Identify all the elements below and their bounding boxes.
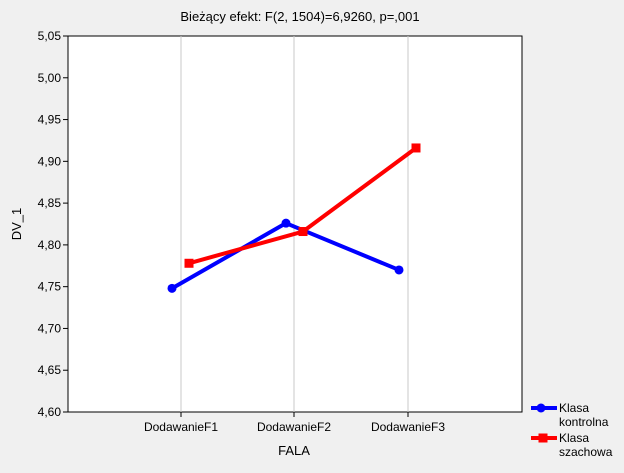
y-tick-label: 5,00 xyxy=(38,71,62,85)
x-tick-label: DodawanieF2 xyxy=(257,420,331,434)
x-axis-ticks: DodawanieF1 DodawanieF2 DodawanieF3 xyxy=(144,412,445,434)
y-tick-label: 4,60 xyxy=(38,405,62,419)
y-tick-label: 4,90 xyxy=(38,154,62,168)
y-tick-label: 4,95 xyxy=(38,113,62,127)
chart-title: Bieżący efekt: F(2, 1504)=6,9260, p=,001 xyxy=(180,9,419,24)
x-tick-label: DodawanieF1 xyxy=(144,420,218,434)
data-point-klasa-kontrolna-3 xyxy=(394,265,404,275)
plot-area xyxy=(67,35,523,413)
grid-layer xyxy=(180,36,409,412)
y-tick-label: 4,80 xyxy=(38,238,62,252)
legend-label-klasa-szachowa: Klasa szachowa xyxy=(559,431,613,459)
series-layer xyxy=(167,143,421,293)
y-tick-label: 5,05 xyxy=(38,29,62,43)
legend-label-klasa-kontrolna: Klasa kontrolna xyxy=(559,401,609,429)
data-point-klasa-kontrolna-2 xyxy=(281,218,291,228)
data-point-klasa-kontrolna-1 xyxy=(167,283,177,293)
x-tick-label: DodawanieF3 xyxy=(371,420,445,434)
y-tick-label: 4,75 xyxy=(38,280,62,294)
legend-marker-klasa-szachowa xyxy=(538,433,548,443)
x-axis-title: FALA xyxy=(278,443,310,458)
data-point-klasa-szachowa-1 xyxy=(184,258,194,268)
legend-marker-klasa-kontrolna xyxy=(536,403,546,413)
data-point-klasa-szachowa-3 xyxy=(411,143,421,153)
y-tick-label: 4,85 xyxy=(38,196,62,210)
y-tick-label: 4,65 xyxy=(38,363,62,377)
y-axis-ticks: 4,60 4,65 4,70 4,75 4,80 4,85 4,90 4,95 5,00 5,05 xyxy=(38,29,68,419)
data-point-klasa-szachowa-2 xyxy=(298,227,308,237)
y-axis-title: DV_1 xyxy=(9,208,24,241)
y-tick-label: 4,70 xyxy=(38,321,62,335)
